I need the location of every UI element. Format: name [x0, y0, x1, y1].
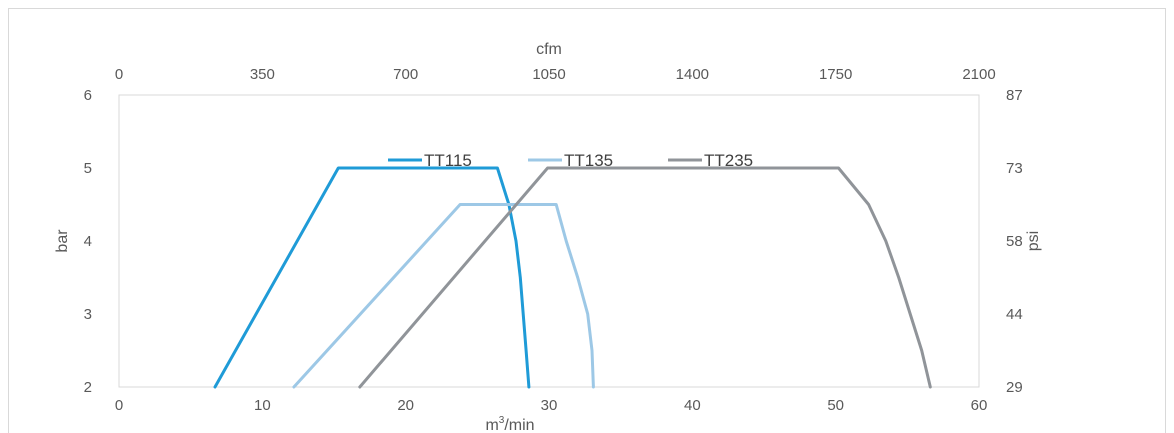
y2-axis-ticks: 29 44 58 73 87	[1006, 87, 1023, 396]
plot-area	[118, 94, 980, 388]
x-tick-label: 60	[971, 397, 988, 414]
y2-tick-label: 73	[1006, 160, 1023, 177]
legend: TT115 TT135 TT235	[388, 151, 753, 170]
y2-tick-label: 58	[1006, 233, 1023, 250]
x2-tick-label: 1400	[676, 66, 709, 83]
y-axis-title: bar	[54, 229, 71, 253]
x-tick-label: 20	[397, 397, 414, 414]
x2-tick-label: 2100	[962, 66, 995, 83]
series-line-tt235	[358, 166, 932, 389]
y2-tick-label: 87	[1006, 87, 1023, 104]
series-line-tt115	[213, 166, 531, 389]
legend-label: TT135	[564, 151, 613, 170]
y-tick-label: 6	[84, 87, 92, 104]
y-tick-label: 3	[84, 306, 92, 323]
x2-tick-label: 1050	[532, 66, 565, 83]
y-tick-label: 4	[84, 233, 92, 250]
x-tick-label: 30	[541, 397, 558, 414]
y2-axis-title: psi	[1025, 231, 1042, 251]
x-axis-title: m3/min	[485, 415, 534, 433]
x-tick-label: 40	[684, 397, 701, 414]
legend-label: TT235	[704, 151, 753, 170]
chart-frame	[8, 8, 1166, 433]
y-tick-label: 2	[84, 379, 92, 396]
x2-tick-label: 1750	[819, 66, 852, 83]
x-tick-label: 0	[115, 397, 123, 414]
x2-axis-title: cfm	[536, 41, 562, 58]
x2-tick-label: 0	[115, 66, 123, 83]
series-line-tt135	[292, 203, 595, 389]
y2-tick-label: 44	[1006, 306, 1023, 323]
x2-tick-label: 350	[250, 66, 275, 83]
legend-label: TT115	[424, 151, 472, 170]
x2-axis-ticks: 0 350 700 1050 1400 1750 2100	[115, 66, 996, 83]
x-tick-label: 50	[827, 397, 844, 414]
y2-tick-label: 29	[1006, 379, 1023, 396]
y-axis-ticks: 2 3 4 5 6	[84, 87, 92, 396]
x-tick-label: 10	[254, 397, 271, 414]
y-tick-label: 5	[84, 160, 92, 177]
x-axis-ticks: 0 10 20 30 40 50 60	[115, 397, 988, 414]
series-lines	[213, 166, 932, 389]
x2-tick-label: 700	[393, 66, 418, 83]
